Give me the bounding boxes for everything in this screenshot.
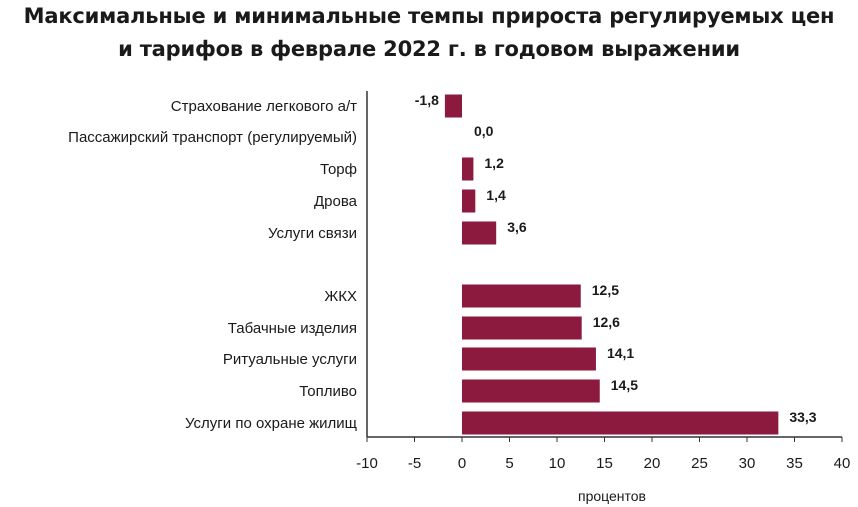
bar — [462, 221, 497, 245]
x-tick-label: 5 — [505, 455, 513, 472]
category-label: Дрова — [314, 193, 358, 210]
x-tick-label: 15 — [596, 455, 613, 472]
x-tick-label: 0 — [458, 455, 466, 472]
value-label: 3,6 — [507, 219, 527, 235]
chart-title: Максимальные и минимальные темпы прирост… — [0, 0, 858, 66]
bar — [462, 379, 600, 403]
value-label: 1,2 — [484, 155, 504, 171]
bar — [462, 157, 474, 181]
x-tick-label: -10 — [356, 455, 378, 472]
x-tick-label: 20 — [644, 455, 661, 472]
bar — [462, 411, 779, 435]
x-tick-label: 40 — [834, 455, 851, 472]
category-label: Табачные изделия — [228, 320, 357, 337]
category-label: Торф — [320, 161, 357, 178]
category-label: Топливо — [299, 383, 357, 400]
x-tick-label: 30 — [739, 455, 756, 472]
chart-title-line-2: и тарифов в феврале 2022 г. в годовом вы… — [118, 37, 740, 61]
x-tick-label: 25 — [691, 455, 708, 472]
category-label: Услуги связи — [268, 225, 357, 242]
bar — [462, 189, 476, 213]
value-label: 0,0 — [474, 123, 494, 139]
chart-title-line-1: Максимальные и минимальные темпы прирост… — [23, 4, 835, 28]
value-label: -1,8 — [415, 92, 439, 108]
category-label: Страхование легкового а/т — [171, 98, 357, 115]
value-label: 14,5 — [611, 377, 638, 393]
category-label: Услуги по охране жилищ — [185, 415, 357, 432]
category-label: Ритуальные услуги — [223, 351, 357, 368]
x-tick-label: 10 — [549, 455, 566, 472]
value-label: 12,6 — [593, 314, 620, 330]
category-label: ЖКХ — [324, 288, 357, 305]
x-axis-title: процентов — [578, 488, 646, 504]
value-label: 1,4 — [486, 187, 506, 203]
x-tick-label: -5 — [408, 455, 421, 472]
value-label: 12,5 — [592, 282, 619, 298]
bar — [462, 284, 581, 308]
category-label: Пассажирский транспорт (регулируемый) — [68, 129, 357, 146]
bar — [444, 94, 462, 118]
x-tick-label: 35 — [786, 455, 803, 472]
bar — [462, 347, 596, 371]
value-label: 14,1 — [607, 345, 634, 361]
value-label: 33,3 — [789, 409, 816, 425]
bar — [462, 316, 582, 340]
